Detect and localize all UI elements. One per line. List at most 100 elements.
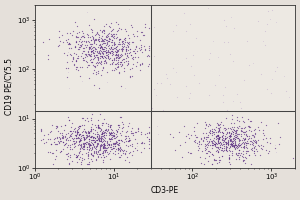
Point	[88, 134, 93, 137]
Point	[229, 145, 234, 148]
Point	[114, 44, 119, 47]
Point	[108, 145, 112, 149]
Point	[252, 145, 257, 148]
Point	[215, 145, 220, 149]
Point	[107, 50, 112, 53]
Point	[44, 141, 49, 144]
Point	[222, 137, 227, 141]
Point	[85, 133, 89, 136]
Point	[95, 50, 100, 53]
Point	[135, 142, 140, 145]
Point	[116, 141, 121, 144]
Point	[171, 30, 176, 33]
Point	[214, 141, 219, 144]
Point	[55, 140, 60, 143]
Point	[89, 139, 94, 142]
Point	[102, 142, 106, 146]
Point	[98, 134, 103, 137]
Point	[89, 158, 94, 161]
Point	[119, 138, 124, 141]
Point	[183, 57, 188, 60]
Point	[95, 31, 100, 34]
Point	[219, 130, 224, 133]
Point	[127, 139, 132, 142]
Point	[237, 156, 242, 159]
Point	[74, 32, 79, 35]
Point	[105, 40, 110, 43]
Point	[216, 133, 221, 137]
Point	[65, 66, 70, 69]
Point	[66, 38, 70, 41]
Point	[170, 135, 175, 139]
Point	[101, 146, 106, 149]
Point	[99, 135, 104, 138]
Point	[86, 143, 91, 146]
Point	[218, 145, 223, 149]
Point	[92, 39, 96, 42]
Point	[243, 157, 248, 160]
Point	[84, 142, 88, 145]
Point	[231, 139, 236, 142]
Point	[120, 53, 124, 56]
Point	[125, 130, 130, 133]
Point	[94, 135, 99, 138]
Point	[250, 62, 255, 65]
Point	[216, 150, 221, 153]
Point	[250, 147, 254, 150]
Point	[123, 134, 128, 137]
Point	[218, 131, 222, 134]
Point	[122, 148, 127, 152]
Point	[87, 46, 92, 49]
Point	[96, 40, 101, 43]
Point	[128, 76, 133, 79]
Point	[77, 133, 82, 136]
Point	[88, 136, 93, 139]
Point	[210, 147, 214, 150]
Point	[64, 152, 69, 155]
Point	[109, 47, 114, 51]
Point	[82, 50, 86, 53]
Point	[221, 40, 226, 43]
Point	[94, 146, 99, 149]
Point	[84, 54, 89, 57]
Point	[98, 45, 103, 49]
Point	[116, 146, 121, 150]
Point	[117, 56, 122, 59]
Point	[252, 136, 257, 139]
Point	[78, 40, 83, 44]
Point	[80, 156, 85, 159]
Point	[101, 29, 106, 32]
Point	[245, 117, 250, 120]
Point	[234, 145, 239, 148]
Point	[207, 123, 212, 127]
Point	[111, 44, 116, 47]
Point	[60, 135, 64, 139]
Point	[68, 154, 73, 157]
Point	[98, 46, 103, 49]
Point	[90, 35, 95, 38]
Point	[79, 44, 84, 48]
Point	[217, 128, 222, 131]
Point	[256, 143, 261, 146]
Point	[272, 146, 277, 149]
Point	[88, 39, 93, 42]
Point	[243, 161, 248, 164]
Point	[85, 11, 89, 14]
Point	[82, 55, 87, 59]
Point	[209, 143, 214, 146]
Point	[78, 135, 83, 138]
Point	[255, 149, 260, 152]
Point	[74, 131, 79, 134]
Point	[58, 139, 63, 143]
Point	[259, 143, 264, 146]
Point	[266, 149, 271, 152]
Point	[257, 128, 262, 132]
Point	[234, 131, 239, 134]
Point	[236, 126, 241, 130]
Point	[58, 137, 63, 141]
Point	[254, 139, 259, 142]
Point	[110, 34, 115, 37]
Point	[265, 22, 269, 25]
Point	[118, 156, 123, 159]
Point	[232, 128, 237, 132]
